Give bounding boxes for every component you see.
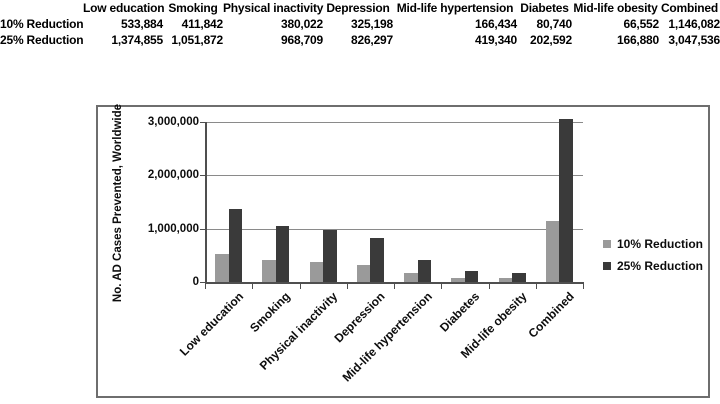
x-category-label: Low education bbox=[176, 289, 246, 359]
table-cell: 66,552 bbox=[623, 17, 659, 31]
chart-area: No. AD Cases Prevented, Worldwide 10% Re… bbox=[96, 103, 710, 398]
table-cell: 411,842 bbox=[181, 17, 224, 31]
x-category-label: Mid-life hypertension bbox=[339, 289, 435, 385]
x-tick-mark bbox=[299, 284, 301, 289]
column-header: Mid-life hypertension bbox=[396, 1, 514, 15]
table-corner-cell bbox=[0, 0, 83, 16]
y-tick-label: 2,000,000 bbox=[147, 169, 199, 182]
bar-25Reduction-physical-inactivity bbox=[323, 230, 337, 282]
column-header: Combined bbox=[660, 1, 719, 15]
bar-10Reduction-mid-life-hypertension bbox=[404, 273, 418, 282]
x-tick-mark bbox=[488, 284, 490, 289]
column-header: Physical inactivity bbox=[223, 1, 324, 15]
y-tick-mark bbox=[200, 282, 205, 283]
bar-25Reduction-combined bbox=[559, 119, 573, 282]
table-header-row: Low education Smoking Physical inactivit… bbox=[0, 0, 720, 16]
x-tick-mark bbox=[346, 284, 348, 289]
bar-25Reduction-depression bbox=[370, 237, 384, 282]
bar-25Reduction-mid-life-hypertension bbox=[417, 259, 432, 282]
bar-10Reduction-mid-life-obesity bbox=[498, 278, 513, 282]
table-cell: 80,740 bbox=[536, 17, 572, 31]
y-axis-line bbox=[205, 122, 207, 284]
y-tick-label: 1,000,000 bbox=[147, 222, 199, 235]
data-table: Low education Smoking Physical inactivit… bbox=[0, 0, 720, 48]
bar-10Reduction-combined bbox=[545, 220, 560, 282]
gridline bbox=[205, 175, 583, 177]
x-tick-mark bbox=[441, 284, 443, 289]
table-cell: 3,047,536 bbox=[668, 33, 720, 47]
bar-10Reduction-diabetes bbox=[451, 277, 465, 282]
y-tick-mark bbox=[200, 228, 205, 230]
row-label: 10% Reduction bbox=[0, 17, 84, 31]
x-category-label: Smoking bbox=[247, 289, 294, 336]
bar-10Reduction-low-education bbox=[215, 253, 229, 282]
gridline bbox=[205, 122, 583, 123]
bar-10Reduction-physical-inactivity bbox=[309, 261, 324, 282]
table-cell: 419,340 bbox=[475, 33, 517, 47]
column-header: Diabetes bbox=[520, 1, 569, 15]
legend-label: 25% Reduction bbox=[617, 259, 704, 273]
legend-label: 10% Reduction bbox=[617, 237, 704, 251]
column-header: Smoking bbox=[168, 1, 218, 15]
legend-item: 10% Reduction bbox=[603, 237, 703, 251]
bar-25Reduction-diabetes bbox=[464, 271, 479, 282]
column-header: Low education bbox=[83, 1, 165, 15]
bar-25Reduction-smoking bbox=[275, 225, 290, 282]
y-tick-mark bbox=[200, 122, 205, 123]
table-cell: 1,146,082 bbox=[668, 17, 720, 31]
table-cell: 166,434 bbox=[475, 17, 517, 31]
x-category-label: Diabetes bbox=[436, 289, 483, 335]
table-row: 10% Reduction 533,884 411,842 380,022 32… bbox=[0, 16, 720, 32]
legend-swatch-icon bbox=[603, 240, 611, 248]
x-tick-mark bbox=[205, 284, 206, 289]
row-label: 25% Reduction bbox=[0, 33, 84, 47]
table-cell: 380,022 bbox=[281, 17, 323, 31]
legend-item: 25% Reduction bbox=[603, 259, 703, 273]
column-header: Depression bbox=[326, 1, 390, 15]
table-cell: 968,709 bbox=[281, 33, 323, 47]
column-header: Mid-life obesity bbox=[573, 1, 658, 15]
bar-25Reduction-low-education bbox=[228, 208, 243, 282]
x-axis-line bbox=[205, 282, 584, 284]
y-axis-title: No. AD Cases Prevented, Worldwide bbox=[112, 103, 124, 303]
gridline bbox=[205, 228, 583, 230]
table-cell: 533,884 bbox=[121, 17, 163, 31]
bar-25Reduction-mid-life-obesity bbox=[512, 273, 526, 282]
x-tick-mark bbox=[252, 284, 254, 289]
table-cell: 202,592 bbox=[530, 33, 572, 47]
table-cell: 325,198 bbox=[351, 17, 393, 31]
y-tick-mark bbox=[200, 175, 205, 177]
bar-10Reduction-depression bbox=[356, 264, 371, 282]
table-cell: 1,051,872 bbox=[171, 33, 223, 47]
y-tick-label: 3,000,000 bbox=[147, 116, 199, 128]
table-cell: 826,297 bbox=[351, 33, 393, 47]
x-tick-mark bbox=[535, 284, 537, 289]
table-cell: 1,374,855 bbox=[111, 33, 163, 47]
y-tick-label: 0 bbox=[192, 276, 199, 288]
x-tick-mark bbox=[583, 284, 584, 289]
x-tick-mark bbox=[394, 284, 395, 289]
table-cell: 166,880 bbox=[617, 33, 659, 47]
legend-swatch-icon bbox=[603, 262, 611, 270]
x-category-label: Combined bbox=[525, 289, 577, 341]
bar-10Reduction-smoking bbox=[262, 260, 276, 282]
chart-legend: 10% Reduction 25% Reduction bbox=[603, 237, 703, 281]
table-row: 25% Reduction 1,374,855 1,051,872 968,70… bbox=[0, 32, 720, 48]
